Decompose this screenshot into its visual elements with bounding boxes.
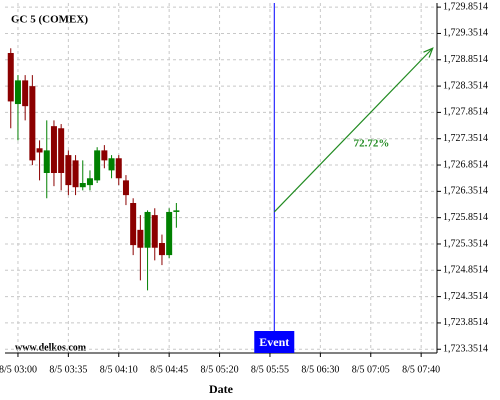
x-tick-label: 8/5 05:55 [251, 364, 289, 375]
candle-body [7, 53, 14, 102]
x-axis-label: Date [209, 382, 234, 396]
chart-title: GC 5 (COMEX) [11, 14, 88, 26]
candle-body [101, 150, 108, 161]
candle-body [22, 80, 29, 107]
candle-body [173, 210, 180, 212]
candle-body [36, 148, 43, 153]
x-tick-label: 8/5 03:00 [0, 364, 37, 375]
candle-body [65, 155, 72, 186]
candle-body [130, 203, 137, 246]
x-tick-label: 8/5 04:45 [150, 364, 188, 375]
watermark: www.delkos.com [15, 342, 87, 353]
y-tick-label: 1,729.3514 [443, 28, 488, 39]
candle-body [151, 215, 158, 248]
y-tick-label: 1,724.8514 [443, 265, 488, 276]
y-tick-label: 1,724.3514 [443, 291, 488, 302]
y-tick-label: 1,725.8514 [443, 212, 488, 223]
candle-body [158, 243, 165, 256]
candle-body [115, 158, 122, 179]
candle-body [144, 211, 151, 248]
candle-body [166, 211, 173, 256]
candle-body [122, 180, 129, 196]
candle-body [137, 229, 144, 248]
y-tick-label: 1,726.8514 [443, 159, 488, 170]
event-box [254, 331, 295, 353]
y-tick-label: 1,723.8514 [443, 317, 488, 328]
x-tick-label: 8/5 07:40 [402, 364, 440, 375]
x-tick-label: 8/5 04:10 [100, 364, 138, 375]
candle-body [94, 150, 101, 181]
x-tick-label: 8/5 05:20 [201, 364, 239, 375]
candle-body [86, 178, 93, 186]
y-tick-label: 1,726.3514 [443, 186, 488, 197]
y-tick-label: 1,728.8514 [443, 54, 488, 65]
candle-body [108, 158, 115, 171]
forecast-arrow [273, 47, 434, 213]
x-tick-label: 8/5 06:30 [301, 364, 339, 375]
y-tick-label: 1,729.8514 [443, 1, 488, 12]
candle-body [14, 80, 21, 105]
candle-body [43, 150, 50, 173]
x-tick-label: 8/5 03:35 [49, 364, 87, 375]
candle-body [50, 126, 57, 173]
event-label: Event [259, 335, 289, 349]
y-tick-label: 1,728.3514 [443, 80, 488, 91]
arrow-label: 72.72% [354, 138, 390, 150]
candle-body [29, 86, 36, 161]
y-tick-label: 1,725.3514 [443, 238, 488, 249]
candle-body [58, 128, 65, 173]
y-tick-label: 1,727.8514 [443, 107, 488, 118]
candle-body [79, 183, 86, 188]
x-tick-label: 8/5 07:05 [352, 364, 390, 375]
candle-body [72, 160, 79, 188]
y-tick-label: 1,723.3514 [443, 344, 488, 355]
y-tick-label: 1,727.3514 [443, 133, 488, 144]
arrow-head [423, 47, 434, 58]
